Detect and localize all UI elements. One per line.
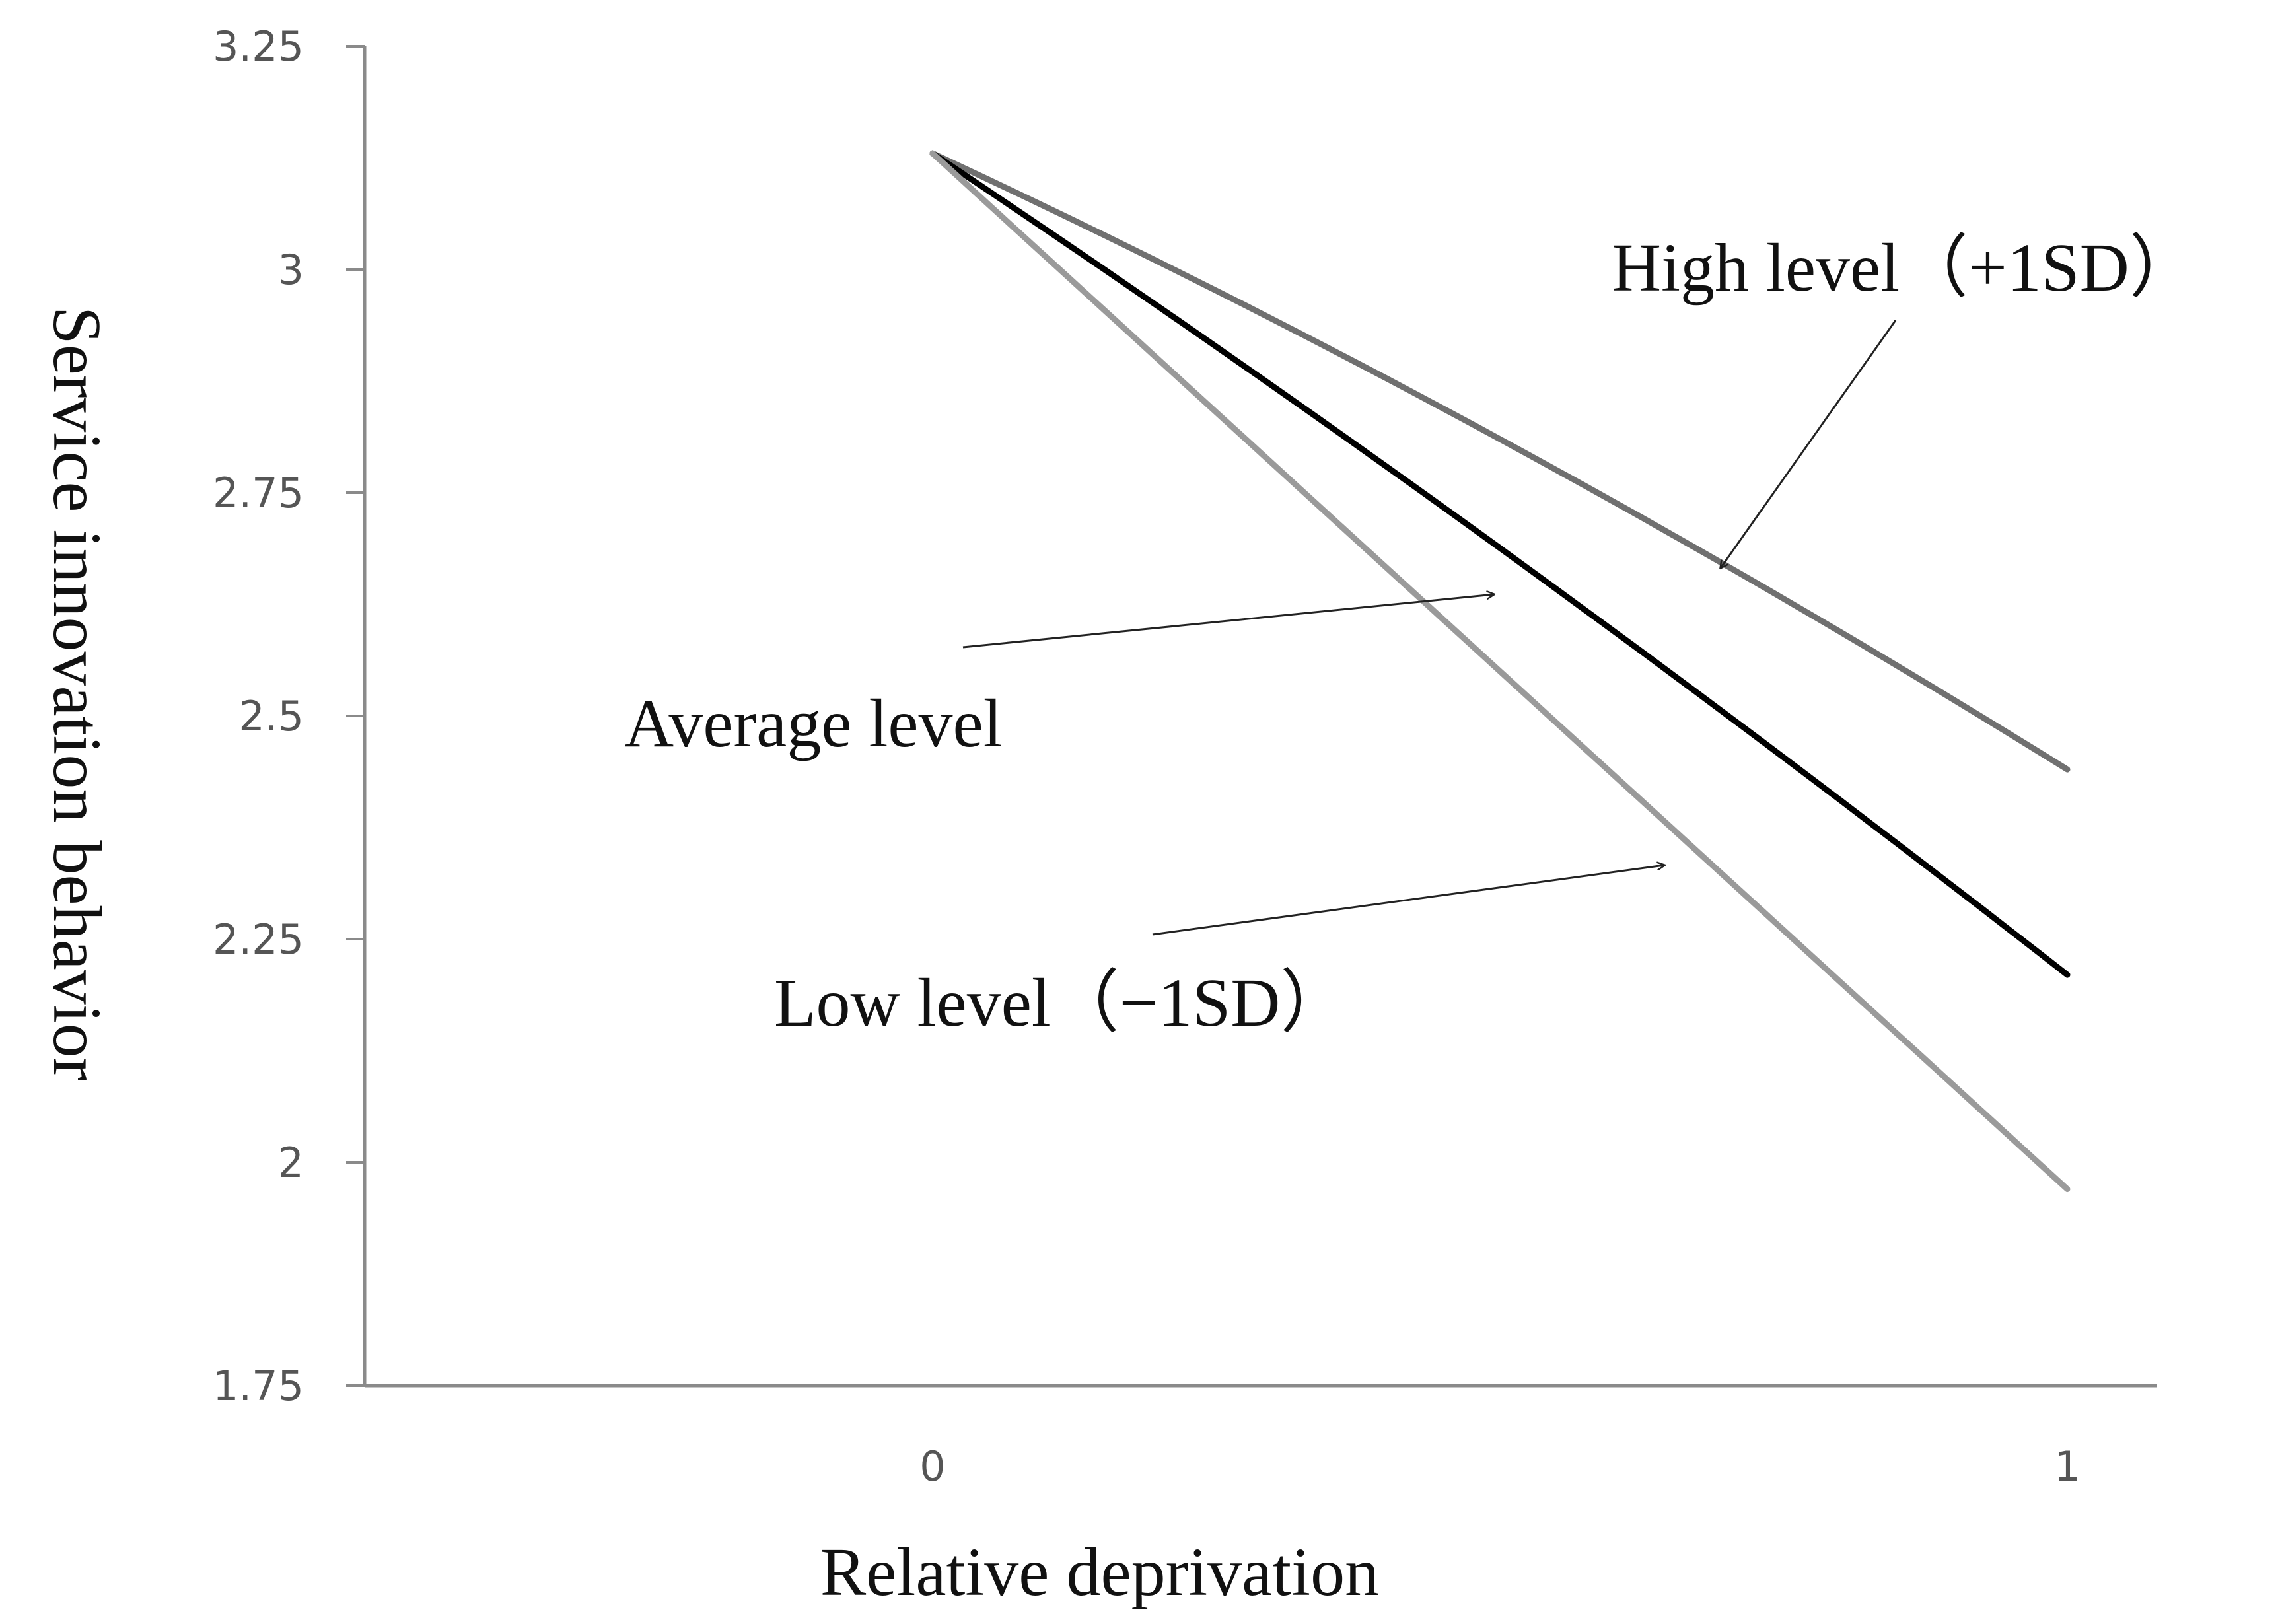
x-tick-label: 0 [919,1442,945,1491]
annotation-label: Low level（−1SD） [774,965,1349,1041]
annotation-arrow [1721,320,1897,568]
annotation-layer: High level（+1SD） Average level Low level（−… [624,230,2198,1041]
y-tick-label: 3 [278,246,304,294]
annotation-arrow [1152,865,1664,936]
annotation-label: High level（+1SD） [1612,230,2198,306]
y-tick-label: 1.75 [213,1362,304,1410]
series-line-2 [929,150,2071,1193]
y-tick-label: 2 [278,1139,304,1187]
y-tick-label: 2.5 [238,692,304,740]
series-line-1 [929,150,2071,978]
y-tick-label: 2.25 [213,915,304,964]
y-tick-label: 2.75 [213,469,304,517]
y-axis-ticks: 1.75 2 2.25 2.5 2.75 3 3.25 [213,22,365,1410]
annotation-label: Average level [624,686,1003,761]
y-axis-title: Service innovation behavior [39,306,115,1081]
y-tick-label: 3.25 [213,22,304,71]
x-axis-title: Relative deprivation [820,1534,1379,1610]
series-layer [929,150,2071,1193]
x-tick-label: 1 [2054,1442,2080,1491]
series-line-0 [929,150,2071,773]
annotation-arrow [962,594,1494,649]
